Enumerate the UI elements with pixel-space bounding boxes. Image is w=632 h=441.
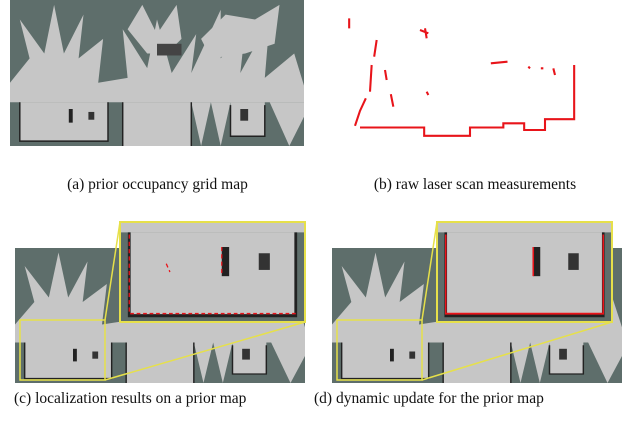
page: {"figure": {"subfigures": [ {"caption": … (0, 0, 632, 441)
subfigure-d (332, 14, 632, 383)
figure (0, 0, 632, 441)
map-image (10, 0, 304, 146)
map-image (428, 14, 632, 327)
caption: (a) prior occupancy grid map (10, 172, 305, 198)
caption: (c) localization results on a prior map (14, 386, 312, 412)
caption: (b) raw laser scan measurements (325, 172, 625, 198)
scan-image (349, 18, 574, 136)
caption: (d) dynamic update for the prior map (314, 386, 614, 412)
inset (428, 14, 632, 327)
